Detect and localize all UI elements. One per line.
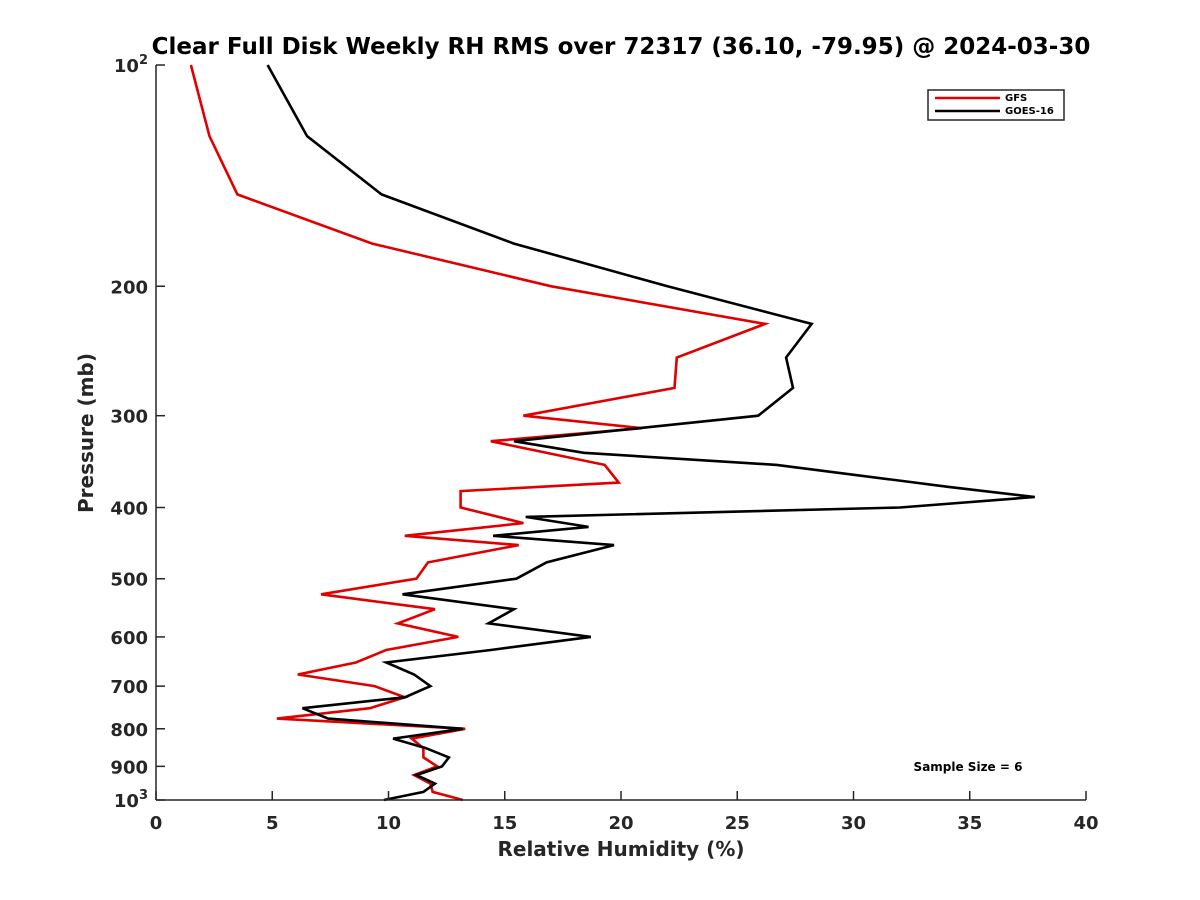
series-line-goes16 [266,64,1035,802]
x-axis-label: Relative Humidity (%) [497,837,744,861]
x-tick-label: 5 [266,813,279,834]
x-tick-label: 35 [957,813,982,834]
y-tick-label: 600 [110,628,148,649]
x-tick-label: 25 [725,813,750,834]
x-tick-label: 40 [1073,813,1098,834]
x-tick-label: 10 [376,813,401,834]
series-layer [189,64,1035,802]
y-tick-label: 700 [110,677,148,698]
y-axis-label: Pressure (mb) [74,353,98,513]
plot-area: 0 5 10 15 20 25 30 35 40 102 200 300 400 500 600 700 800… [110,53,1098,834]
axes-layer: 0 5 10 15 20 25 30 35 40 102 200 300 400 500 600 700 800… [110,53,1098,834]
series-line-gfs [189,64,770,802]
y-tick-label: 400 [110,499,148,520]
x-tick-label: 0 [150,813,163,834]
y-tick-label: 200 [110,277,148,298]
y-tick-label: 102 [114,53,148,77]
sample-size-annotation: Sample Size = 6 [914,760,1023,774]
x-tick-label: 20 [608,813,633,834]
chart-title: Clear Full Disk Weekly RH RMS over 72317… [152,34,1091,60]
y-tick-label: 103 [114,788,148,812]
legend: GFS GOES-16 [927,89,1065,121]
y-tick-label: 900 [110,757,148,778]
y-tick-label: 800 [110,720,148,741]
legend-box [927,89,1065,121]
y-tick-label: 500 [110,570,148,591]
x-tick-label: 15 [492,813,517,834]
x-tick-label: 30 [841,813,866,834]
legend-label-goes16: GOES-16 [1005,106,1054,117]
y-tick-label: 300 [110,407,148,428]
legend-label-gfs: GFS [1005,93,1027,104]
